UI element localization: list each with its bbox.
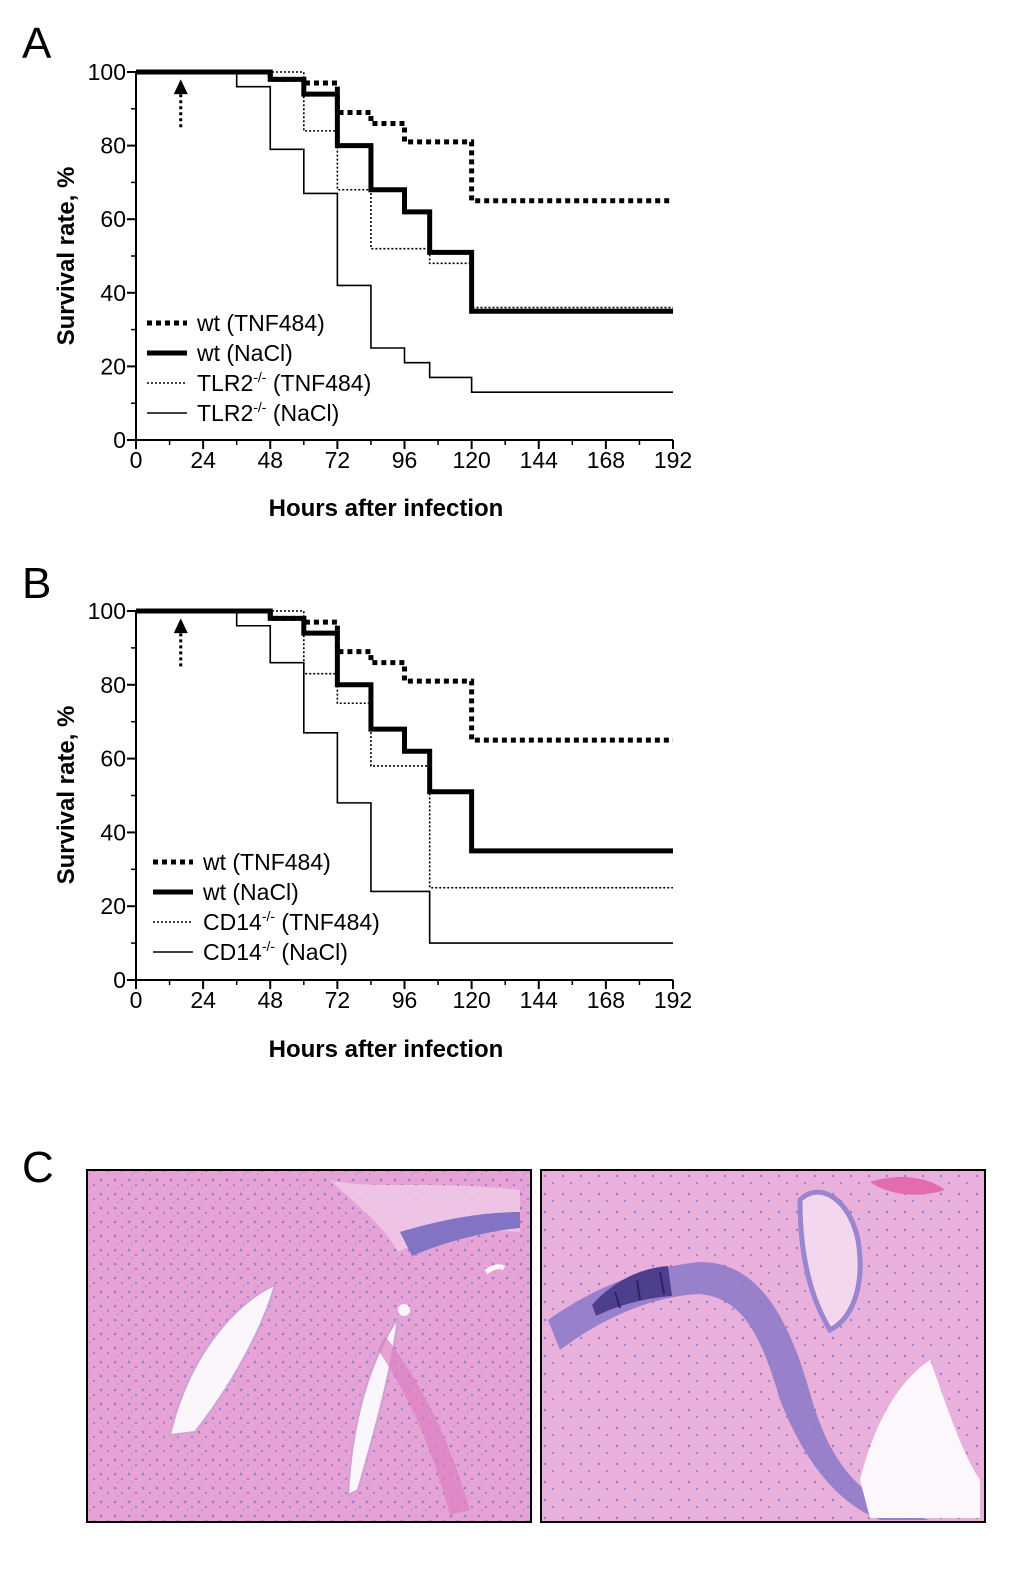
y-tick-label: 20 bbox=[100, 353, 126, 379]
y-tick-label: 80 bbox=[100, 133, 126, 159]
x-tick-label: 72 bbox=[325, 987, 351, 1013]
x-tick-label: 72 bbox=[325, 447, 351, 473]
legend-entry: TLR2-/- (NaCl) bbox=[197, 399, 339, 426]
x-tick-label: 144 bbox=[520, 447, 559, 473]
arrow-head bbox=[173, 79, 188, 95]
y-tick-label: 100 bbox=[88, 59, 126, 85]
series-line-thin-solid bbox=[136, 71, 673, 393]
arrow-head bbox=[173, 618, 188, 634]
series-line-thin-dotted bbox=[136, 71, 673, 309]
treatment-arrow bbox=[173, 618, 188, 667]
legend-name: wt (NaCl) bbox=[202, 879, 299, 905]
x-tick-label: 96 bbox=[392, 987, 418, 1013]
y-tick-label: 60 bbox=[100, 206, 126, 232]
series-group bbox=[136, 608, 673, 944]
legend-name: TLR2 bbox=[197, 370, 253, 396]
legend-name: wt (TNF484) bbox=[202, 849, 331, 875]
y-tick-label: 40 bbox=[100, 280, 126, 306]
x-axis-label: Hours after infection bbox=[269, 1036, 504, 1063]
legend-name: wt (TNF484) bbox=[196, 310, 325, 336]
y-tick-label: 60 bbox=[100, 746, 126, 772]
y-axis-label: Survival rate, % bbox=[53, 167, 80, 346]
treatment-arrow bbox=[173, 79, 188, 128]
x-ticks: 0 24 48 72 96 120 144 168 192 bbox=[130, 440, 692, 473]
series-line-thick-dotted bbox=[136, 608, 673, 743]
y-tick-label: 40 bbox=[100, 819, 126, 845]
legend-entry: CD14-/- (TNF484) bbox=[203, 908, 380, 935]
x-tick-label: 0 bbox=[130, 447, 143, 473]
panel-label-a: A bbox=[22, 19, 52, 68]
series-line-thick-solid bbox=[136, 608, 673, 854]
legend-suffix: (NaCl) bbox=[266, 400, 339, 426]
y-ticks: 0 20 40 60 80 100 bbox=[88, 59, 136, 453]
chart-a: 0 20 40 60 80 100 0 24 48 72 96 120 144 168 192 Survi… bbox=[53, 59, 692, 522]
histology-left bbox=[86, 1169, 532, 1523]
legend-name: CD14 bbox=[203, 939, 262, 965]
series-line-thick-dotted bbox=[136, 69, 673, 204]
x-tick-label: 96 bbox=[392, 447, 418, 473]
x-tick-label: 48 bbox=[257, 447, 283, 473]
y-axis-label: Survival rate, % bbox=[53, 706, 80, 885]
x-tick-label: 192 bbox=[654, 447, 692, 473]
legend-entry: TLR2-/- (TNF484) bbox=[197, 369, 371, 396]
y-tick-label: 0 bbox=[113, 967, 126, 993]
histology-right bbox=[540, 1169, 986, 1523]
legend-suffix: (NaCl) bbox=[275, 939, 348, 965]
legend: wt (TNF484)wt (NaCl)TLR2-/- (TNF484)TLR2… bbox=[147, 310, 371, 426]
x-ticks: 0 24 48 72 96 120 144 168 192 bbox=[130, 980, 692, 1013]
series-group bbox=[136, 69, 673, 393]
legend-superscript: -/- bbox=[262, 938, 276, 954]
series-line-thin-dotted bbox=[136, 610, 673, 889]
x-tick-label: 0 bbox=[130, 987, 143, 1013]
legend-entry: wt (NaCl) bbox=[202, 879, 299, 905]
x-tick-label: 168 bbox=[587, 447, 625, 473]
x-tick-label: 24 bbox=[190, 447, 216, 473]
legend-name: wt (NaCl) bbox=[196, 340, 293, 366]
panel-label-b: B bbox=[22, 559, 51, 608]
y-tick-label: 80 bbox=[100, 672, 126, 698]
y-tick-label: 0 bbox=[113, 427, 126, 453]
legend: wt (TNF484)wt (NaCl)CD14-/- (TNF484)CD14… bbox=[153, 849, 380, 965]
x-tick-label: 48 bbox=[257, 987, 283, 1013]
legend-superscript: -/- bbox=[253, 369, 267, 385]
legend-entry: CD14-/- (NaCl) bbox=[203, 938, 348, 965]
x-tick-label: 168 bbox=[587, 987, 625, 1013]
series-line-thin-solid bbox=[136, 610, 673, 944]
x-axis-label: Hours after infection bbox=[269, 495, 504, 522]
legend-superscript: -/- bbox=[253, 399, 267, 415]
x-tick-label: 24 bbox=[190, 987, 216, 1013]
y-ticks: 0 20 40 60 80 100 bbox=[88, 598, 136, 993]
panel-label-c: C bbox=[22, 1143, 54, 1192]
legend-superscript: -/- bbox=[262, 908, 276, 924]
legend-suffix: (TNF484) bbox=[275, 909, 380, 935]
y-tick-label: 20 bbox=[100, 893, 126, 919]
x-tick-label: 120 bbox=[452, 447, 490, 473]
legend-name: TLR2 bbox=[197, 400, 253, 426]
x-tick-label: 144 bbox=[520, 987, 559, 1013]
x-tick-label: 120 bbox=[452, 987, 490, 1013]
legend-name: CD14 bbox=[203, 909, 262, 935]
chart-b: 0 20 40 60 80 100 0 24 48 72 96 120 144 168 192 Survi… bbox=[53, 598, 692, 1063]
legend-entry: wt (TNF484) bbox=[196, 310, 325, 336]
legend-entry: wt (NaCl) bbox=[196, 340, 293, 366]
legend-suffix: (TNF484) bbox=[266, 370, 371, 396]
y-tick-label: 100 bbox=[88, 598, 126, 624]
x-tick-label: 192 bbox=[654, 987, 692, 1013]
series-line-thick-solid bbox=[136, 69, 673, 314]
legend-entry: wt (TNF484) bbox=[202, 849, 331, 875]
